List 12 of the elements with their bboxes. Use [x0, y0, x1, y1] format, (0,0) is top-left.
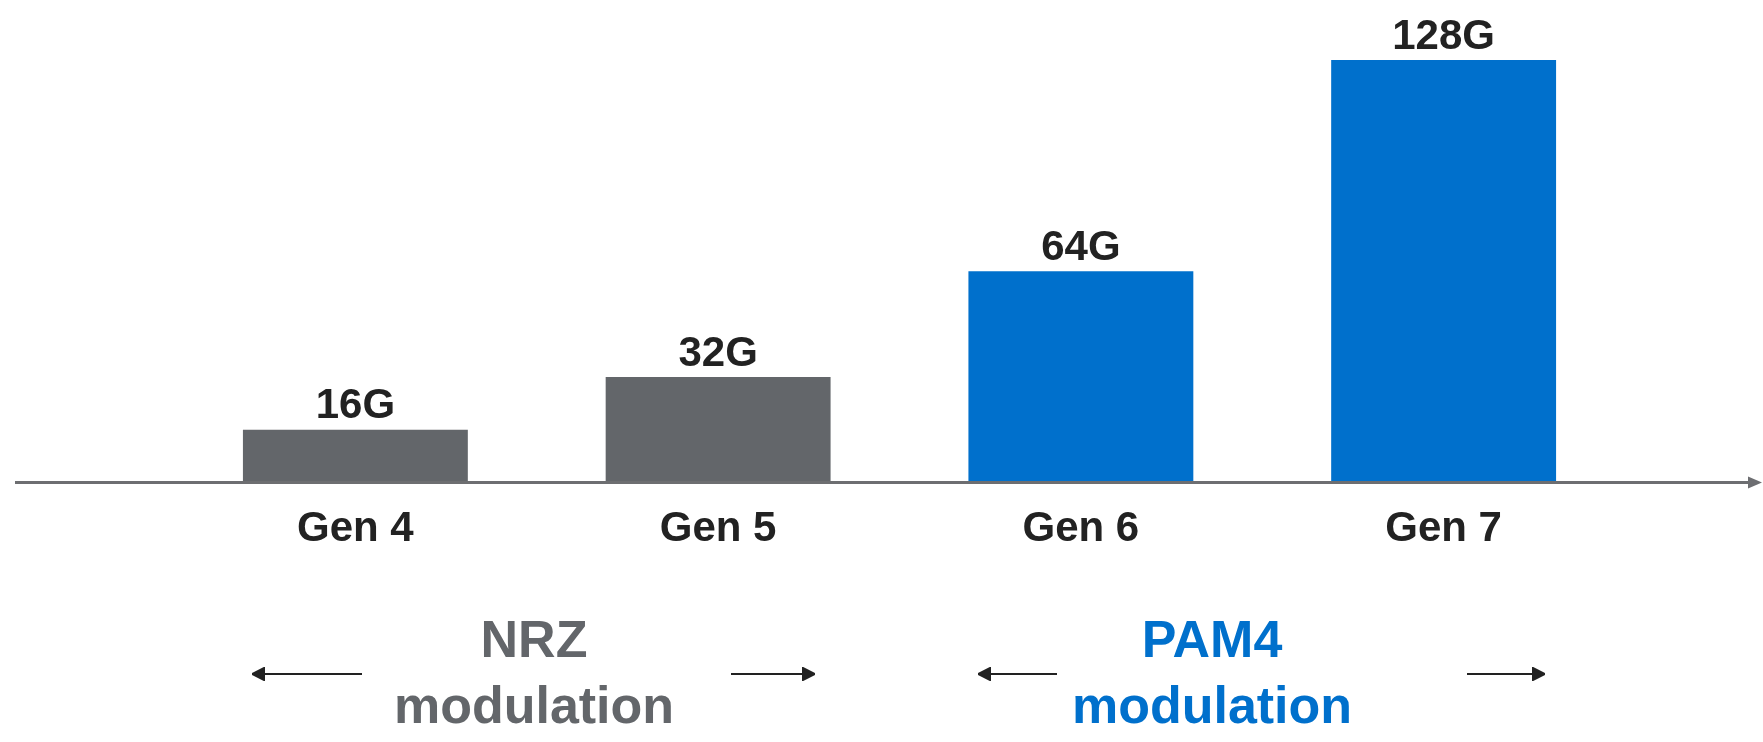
x-tick-label: Gen 7	[1385, 503, 1502, 551]
x-tick-label: Gen 5	[659, 503, 777, 551]
text: PAM4 modulation	[1070, 609, 1354, 736]
data-label: 64G	[1041, 221, 1121, 269]
data-label: 32G	[678, 327, 758, 375]
bar	[968, 271, 1194, 483]
x-tick-label: Gen 4	[297, 503, 415, 551]
bar	[1331, 60, 1557, 483]
data-label: 16G	[315, 380, 396, 428]
x-tick-label: Gen 6	[1022, 503, 1140, 551]
data-label: 128G	[1392, 10, 1495, 58]
text: NRZ modulation	[392, 609, 676, 736]
